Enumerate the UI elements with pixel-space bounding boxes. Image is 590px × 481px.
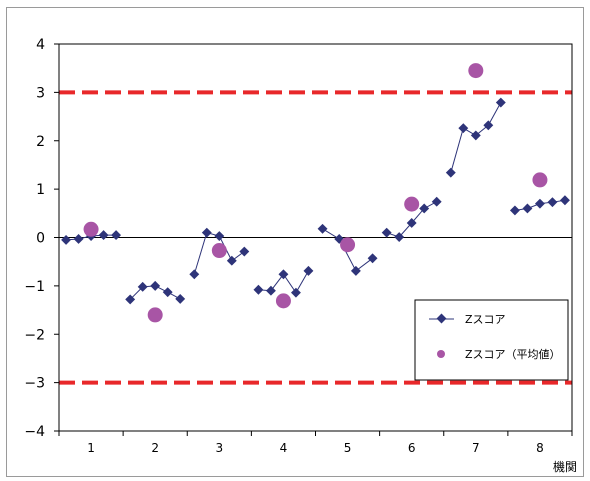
y-tick-label: 3 (36, 85, 45, 101)
chart-frame: 4 3 2 1 0 −1 −2 −3 −4 1 2 3 4 5 6 7 8 機関 Zスコア Zスコア（平均値） (6, 7, 584, 477)
series-zscore-group (509, 195, 570, 216)
zscore-point (559, 195, 570, 206)
zscore-point (458, 123, 469, 134)
series-zscore-group (445, 97, 506, 178)
zscore-point (509, 205, 520, 216)
zscore-point (470, 130, 481, 141)
zscore-point (226, 255, 237, 266)
series-zscore-group (189, 227, 250, 280)
zscore-point (253, 284, 264, 295)
zscore-point (350, 265, 361, 276)
reference-lines (59, 90, 572, 385)
legend-box (414, 299, 569, 381)
series-zscore-group (125, 280, 186, 305)
y-tick-label: 2 (36, 134, 45, 150)
zscore-point (201, 227, 212, 238)
x-axis-label: 機関 (553, 459, 577, 474)
series-zscore-group (381, 196, 442, 242)
legend-entry-zscore-mean: Zスコア（平均値） (437, 348, 561, 361)
zscore-point (175, 293, 186, 304)
series-zscore-group (253, 265, 314, 298)
x-tick-label: 1 (87, 441, 95, 455)
y-tick-label: −2 (24, 327, 45, 343)
zscore-point (290, 287, 301, 298)
zscore-mean-point (340, 237, 356, 253)
series-zscore-group (317, 223, 378, 276)
zscore-point (495, 97, 506, 108)
zscore-point (265, 285, 276, 296)
zscore-point (381, 227, 392, 238)
zscore-point (483, 120, 494, 131)
zscore-point (317, 223, 328, 234)
z-score-chart: 4 3 2 1 0 −1 −2 −3 −4 1 2 3 4 5 6 7 8 機関 Zスコア Zスコア（平均値） (24, 37, 577, 474)
zscore-point (162, 287, 173, 298)
zscore-mean-point (147, 307, 163, 323)
x-axis-ticks: 1 2 3 4 5 6 7 8 (58, 431, 573, 455)
y-tick-label: −3 (24, 376, 45, 392)
zscore-mean-point (83, 221, 99, 237)
y-tick-label: 1 (36, 182, 45, 198)
y-tick-label: 0 (36, 231, 45, 247)
y-tick-label: −1 (24, 279, 45, 295)
zscore-point (406, 218, 417, 228)
zscore-point (150, 280, 161, 291)
zscore-point (189, 269, 200, 280)
legend-label-zscore: Zスコア (465, 313, 506, 326)
legend-circle-swatch (437, 350, 445, 358)
zscore-point (239, 246, 250, 257)
zscore-point (98, 230, 109, 241)
zscore-point (137, 281, 148, 292)
x-tick-label: 4 (280, 441, 288, 455)
x-tick-label: 6 (408, 441, 416, 455)
zscore-mean-point (532, 172, 548, 188)
y-tick-label: −4 (24, 424, 45, 440)
plot-area-border (58, 43, 573, 432)
zscore-point (214, 231, 225, 241)
zscore-point (111, 230, 122, 241)
series-zscore-group (61, 230, 122, 245)
legend-diamond-swatch (436, 313, 447, 324)
zscore-mean-point (468, 63, 484, 79)
zscore-mean-point (211, 243, 227, 259)
zscore-point (61, 234, 72, 245)
zscore-point (394, 232, 405, 242)
legend: Zスコア Zスコア（平均値） (414, 299, 569, 381)
zscore-point (534, 198, 545, 209)
zscore-point (547, 197, 558, 208)
zscore-point (419, 203, 430, 214)
y-tick-label: 4 (36, 37, 45, 53)
x-tick-label: 2 (151, 441, 159, 455)
x-tick-label: 8 (536, 441, 544, 455)
x-tick-label: 7 (472, 441, 480, 455)
zscore-point (367, 253, 378, 264)
zscore-point (303, 265, 314, 276)
zscore-mean-point (404, 196, 420, 212)
legend-entry-zscore: Zスコア (429, 313, 506, 326)
zscore-point (431, 196, 442, 207)
zscore-mean-point (275, 293, 291, 309)
zscore-point (445, 167, 456, 178)
x-tick-label: 3 (215, 441, 223, 455)
legend-label-zscore-mean: Zスコア（平均値） (465, 348, 561, 361)
y-axis-ticks: 4 3 2 1 0 −1 −2 −3 −4 (24, 37, 59, 440)
zscore-point (522, 203, 533, 214)
zscore-point (73, 234, 84, 244)
zscore-point (278, 269, 289, 280)
series-layer (61, 63, 570, 323)
x-tick-label: 5 (344, 441, 352, 455)
series-zscore-line (322, 228, 373, 272)
